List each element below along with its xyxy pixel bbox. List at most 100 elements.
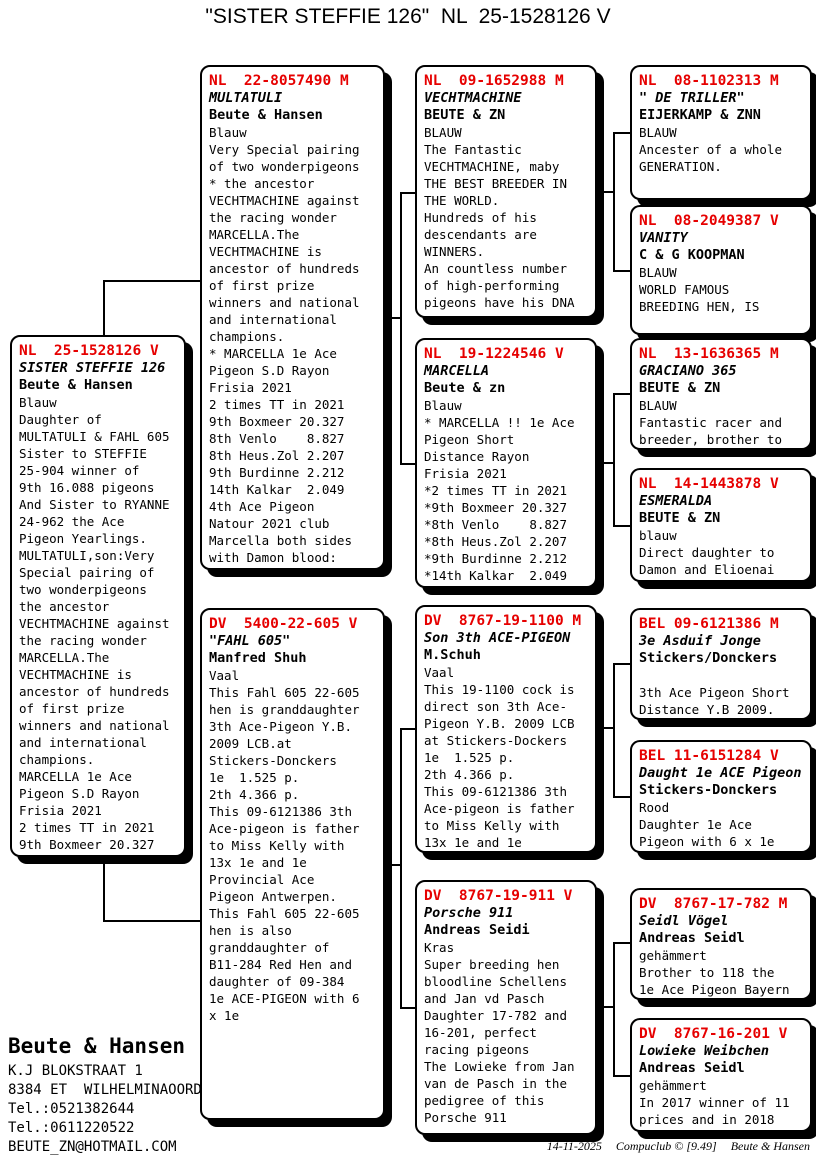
breeder-name: Beute & Hansen bbox=[8, 1034, 186, 1058]
ring-number: DV 5400-22-605 V bbox=[209, 616, 358, 632]
connector-line bbox=[613, 942, 615, 1077]
owner-name: C & G KOOPMAN bbox=[639, 247, 745, 263]
pedigree-box-sire-dam: NL 19-1224546 V MARCELLA Beute & zn Blau… bbox=[415, 338, 597, 588]
pigeon-name: SISTER STEFFIE 126 bbox=[19, 360, 166, 376]
pigeon-name: GRACIANO 365 bbox=[639, 363, 737, 379]
connector-line bbox=[596, 191, 614, 193]
pigeon-name: Daught 1e ACE Pigeon bbox=[639, 765, 802, 781]
ring-number: BEL 11-6151284 V bbox=[639, 748, 779, 764]
pigeon-name: "FAHL 605" bbox=[209, 633, 291, 649]
connector-line bbox=[103, 855, 105, 922]
pedigree-box-subject: NL 25-1528126 V SISTER STEFFIE 126 Beute… bbox=[10, 335, 186, 857]
pigeon-details: Vaal This 19-1100 cock is direct son 3th… bbox=[424, 665, 575, 850]
ring-number: NL 08-2049387 V bbox=[639, 213, 779, 229]
pigeon-details: gehämmert Brother to 118 the 1e Ace Pige… bbox=[639, 948, 790, 997]
pedigree-box-dam-sire: DV 8767-19-1100 M Son 3th ACE-PIGEON M.S… bbox=[415, 605, 597, 853]
connector-line bbox=[613, 942, 631, 944]
connector-line bbox=[400, 192, 402, 465]
owner-name: BEUTE & ZN bbox=[639, 380, 721, 396]
pigeon-details: Blauw * MARCELLA !! 1e Ace Pigeon Short … bbox=[424, 398, 575, 583]
owner-name: Stickers-Donckers bbox=[639, 782, 778, 798]
pigeon-name: Lowieke Weibchen bbox=[639, 1043, 770, 1059]
connector-line bbox=[613, 525, 631, 527]
connector-line bbox=[613, 663, 631, 665]
pigeon-details: gehämmert In 2017 winner of 11 prices an… bbox=[639, 1078, 790, 1127]
ring-number: BEL 09-6121386 M bbox=[639, 616, 779, 632]
pigeon-details: Vaal This Fahl 605 22-605 hen is grandda… bbox=[209, 668, 360, 1023]
footer: 14-11-2025 Compuclub © [9.49] Beute & Hans… bbox=[533, 1139, 810, 1154]
footer-date: 14-11-2025 bbox=[546, 1139, 602, 1153]
owner-name: Beute & zn bbox=[424, 380, 506, 396]
pigeon-details: BLAUW Fantastic racer and breeder, broth… bbox=[639, 398, 782, 447]
connector-line bbox=[596, 727, 614, 729]
pigeon-name: VANITY bbox=[639, 230, 688, 246]
owner-name: Andreas Seidi bbox=[424, 922, 530, 938]
connector-line bbox=[596, 1006, 614, 1008]
connector-line bbox=[384, 864, 401, 866]
breeder-address: K.J BLOKSTRAAT 1 8384 ET WILHELMINAOORD … bbox=[8, 1063, 202, 1155]
owner-name: Manfred Shuh bbox=[209, 650, 307, 666]
pedigree-box-sire-sire: NL 09-1652988 M VECHTMACHINE BEUTE & ZN … bbox=[415, 65, 597, 318]
pedigree-box-sds: NL 13-1636365 M GRACIANO 365 BEUTE & ZN … bbox=[630, 338, 812, 450]
connector-line bbox=[613, 663, 615, 798]
connector-line bbox=[103, 920, 202, 922]
ring-number: NL 13-1636365 M bbox=[639, 346, 779, 362]
pedigree-box-sss: NL 08-1102313 M " DE TRILLER" EIJERKAMP … bbox=[630, 65, 812, 200]
owner-name: Stickers/Donckers bbox=[639, 650, 778, 666]
connector-line bbox=[613, 796, 631, 798]
owner-name: BEUTE & ZN bbox=[639, 510, 721, 526]
owner-name: BEUTE & ZN bbox=[424, 107, 506, 123]
pigeon-name: Son 3th ACE-PIGEON bbox=[424, 630, 571, 646]
ring-number: NL 08-1102313 M bbox=[639, 73, 779, 89]
pigeon-name: " DE TRILLER" bbox=[639, 90, 745, 106]
pigeon-details: 3th Ace Pigeon Short Distance Y.B 2009. bbox=[639, 685, 790, 717]
connector-line bbox=[400, 728, 402, 1009]
connector-line bbox=[400, 1007, 416, 1009]
pedigree-box-sire: NL 22-8057490 M MULTATULI Beute & Hansen… bbox=[200, 65, 385, 570]
connector-line bbox=[400, 192, 416, 194]
owner-name: Andreas Seidl bbox=[639, 930, 745, 946]
breeder-contact-block: Beute & Hansen K.J BLOKSTRAAT 1 8384 ET … bbox=[8, 1033, 202, 1157]
pedigree-box-ddd: DV 8767-16-201 V Lowieke Weibchen Andrea… bbox=[630, 1018, 812, 1132]
pedigree-box-dds: DV 8767-17-782 M Seidl Vögel Andreas Sei… bbox=[630, 888, 812, 1000]
pedigree-box-dss: BEL 09-6121386 M 3e Asduif Jonge Sticker… bbox=[630, 608, 812, 720]
ring-number: DV 8767-19-1100 M bbox=[424, 613, 582, 629]
ring-number: NL 22-8057490 M bbox=[209, 73, 349, 89]
pigeon-name: 3e Asduif Jonge bbox=[639, 633, 761, 649]
pedigree-title: "SISTER STEFFIE 126" NL 25-1528126 V bbox=[205, 5, 611, 28]
connector-line bbox=[103, 280, 202, 282]
connector-line bbox=[613, 270, 631, 272]
connector-line bbox=[613, 393, 631, 395]
pedigree-box-ssd: NL 08-2049387 V VANITY C & G KOOPMAN BLA… bbox=[630, 205, 812, 335]
connector-line bbox=[400, 728, 416, 730]
ring-number: NL 09-1652988 M bbox=[424, 73, 564, 89]
connector-line bbox=[613, 1075, 631, 1077]
pedigree-box-dam-dam: DV 8767-19-911 V Porsche 911 Andreas Sei… bbox=[415, 880, 597, 1135]
ring-number: DV 8767-19-911 V bbox=[424, 888, 573, 904]
ring-number: DV 8767-17-782 M bbox=[639, 896, 788, 912]
owner-name: EIJERKAMP & ZNN bbox=[639, 107, 761, 123]
owner-name: M.Schuh bbox=[424, 647, 481, 663]
owner-name: Beute & Hansen bbox=[209, 107, 323, 123]
pigeon-name: VECHTMACHINE bbox=[424, 90, 522, 106]
ring-number: NL 25-1528126 V bbox=[19, 343, 159, 359]
pedigree-box-sdd: NL 14-1443878 V ESMERALDA BEUTE & ZN bla… bbox=[630, 468, 812, 582]
owner-name: Andreas Seidl bbox=[639, 1060, 745, 1076]
pigeon-details: BLAUW The Fantastic VECHTMACHINE, maby T… bbox=[424, 125, 575, 310]
pigeon-details: Kras Super breeding hen bloodline Schell… bbox=[424, 940, 575, 1125]
owner-name: Beute & Hansen bbox=[19, 377, 133, 393]
connector-line bbox=[596, 462, 614, 464]
footer-program: Compuclub © [9.49] bbox=[615, 1139, 717, 1153]
pigeon-name: ESMERALDA bbox=[639, 493, 713, 509]
pigeon-details: Blauw Daughter of MULTATULI & FAHL 605 S… bbox=[19, 395, 170, 852]
connector-line bbox=[613, 132, 631, 134]
pigeon-name: MULTATULI bbox=[209, 90, 283, 106]
pigeon-details: Rood Daughter 1e Ace Pigeon with 6 x 1e bbox=[639, 800, 775, 849]
connector-line bbox=[613, 132, 615, 272]
ring-number: NL 19-1224546 V bbox=[424, 346, 564, 362]
connector-line bbox=[103, 280, 105, 337]
pigeon-name: Seidl Vögel bbox=[639, 913, 729, 929]
pedigree-box-dsd: BEL 11-6151284 V Daught 1e ACE Pigeon St… bbox=[630, 740, 812, 853]
pigeon-details: blauw Direct daughter to Damon and Elioe… bbox=[639, 528, 775, 577]
